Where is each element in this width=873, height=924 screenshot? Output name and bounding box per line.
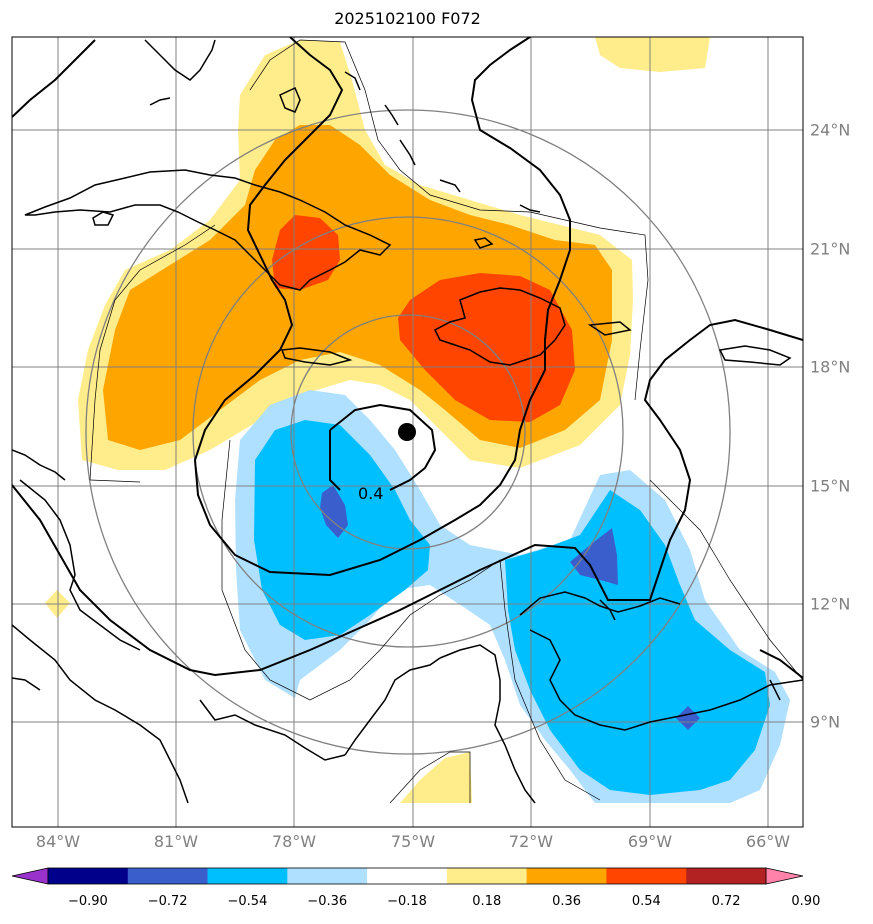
colorbar-segment bbox=[127, 868, 209, 884]
colorbar-left-extension bbox=[11, 867, 49, 885]
longitude-label: 78°W bbox=[271, 832, 317, 851]
colorbar bbox=[11, 867, 804, 885]
map-field bbox=[12, 37, 803, 827]
negative-anomaly-dark-2 bbox=[570, 528, 618, 585]
latitude-label: 12°N bbox=[810, 594, 851, 614]
negative-anomaly-dark-1 bbox=[320, 485, 348, 538]
latitude-label: 15°N bbox=[810, 476, 851, 496]
longitude-label: 66°W bbox=[745, 832, 791, 851]
colorbar-segment bbox=[606, 868, 687, 884]
colorbar-segment bbox=[48, 868, 129, 884]
longitude-label: 84°W bbox=[35, 832, 81, 851]
colorbar-tick-label: −0.72 bbox=[147, 894, 188, 909]
map-frame bbox=[11, 36, 804, 828]
longitude-label: 75°W bbox=[390, 832, 436, 851]
latitude-label: 24°N bbox=[810, 120, 851, 140]
latitude-label: 21°N bbox=[810, 239, 851, 259]
coastlines bbox=[12, 39, 803, 804]
latitude-label: 9°N bbox=[810, 712, 841, 732]
colorbar-tick-label: 0.36 bbox=[552, 894, 582, 909]
colorbar-segment bbox=[367, 868, 448, 884]
colorbar-tick-label: −0.90 bbox=[67, 894, 108, 909]
colorbar-tick-label: −0.36 bbox=[307, 894, 348, 909]
colorbar-tick-label: −0.54 bbox=[227, 894, 268, 909]
longitude-label: 72°W bbox=[508, 832, 554, 851]
colorbar-segment bbox=[207, 868, 288, 884]
colorbar-segment bbox=[526, 868, 607, 884]
colorbar-tick-label: 0.90 bbox=[791, 894, 821, 909]
storm-center-marker bbox=[398, 423, 416, 441]
latitude-label: 18°N bbox=[810, 357, 851, 377]
colorbar-tick-label: 0.54 bbox=[631, 894, 661, 909]
colorbar-segment bbox=[686, 868, 767, 884]
colorbar-right-extension bbox=[765, 867, 804, 885]
positive-anomaly-south bbox=[400, 752, 472, 803]
map-title: 2025102100 F072 bbox=[334, 9, 481, 28]
colorbar-outline bbox=[47, 867, 767, 885]
contour-label: 0.4 bbox=[358, 484, 384, 503]
longitude-label: 81°W bbox=[153, 832, 199, 851]
colorbar-tick-label: −0.18 bbox=[387, 894, 427, 909]
colorbar-tick-label: 0.72 bbox=[711, 894, 741, 909]
negative-anomaly-dark-3 bbox=[676, 706, 700, 730]
colorbar-tick-label: 0.18 bbox=[472, 894, 502, 909]
gridlines bbox=[12, 37, 803, 827]
negative-anomaly-mid-east bbox=[505, 490, 770, 795]
longitude-label: 69°W bbox=[627, 832, 673, 851]
colorbar-segment bbox=[446, 868, 528, 884]
positive-anomaly-dark-cuba bbox=[272, 215, 340, 290]
positive-anomaly-ne bbox=[595, 37, 710, 72]
range-rings bbox=[85, 109, 731, 755]
colorbar-segment bbox=[287, 868, 368, 884]
thick-contours bbox=[12, 37, 803, 679]
